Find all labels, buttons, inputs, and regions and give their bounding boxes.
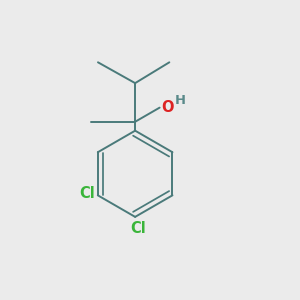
Text: Cl: Cl — [130, 221, 146, 236]
Text: H: H — [175, 94, 186, 107]
Text: O: O — [161, 100, 174, 115]
Text: Cl: Cl — [79, 186, 95, 201]
